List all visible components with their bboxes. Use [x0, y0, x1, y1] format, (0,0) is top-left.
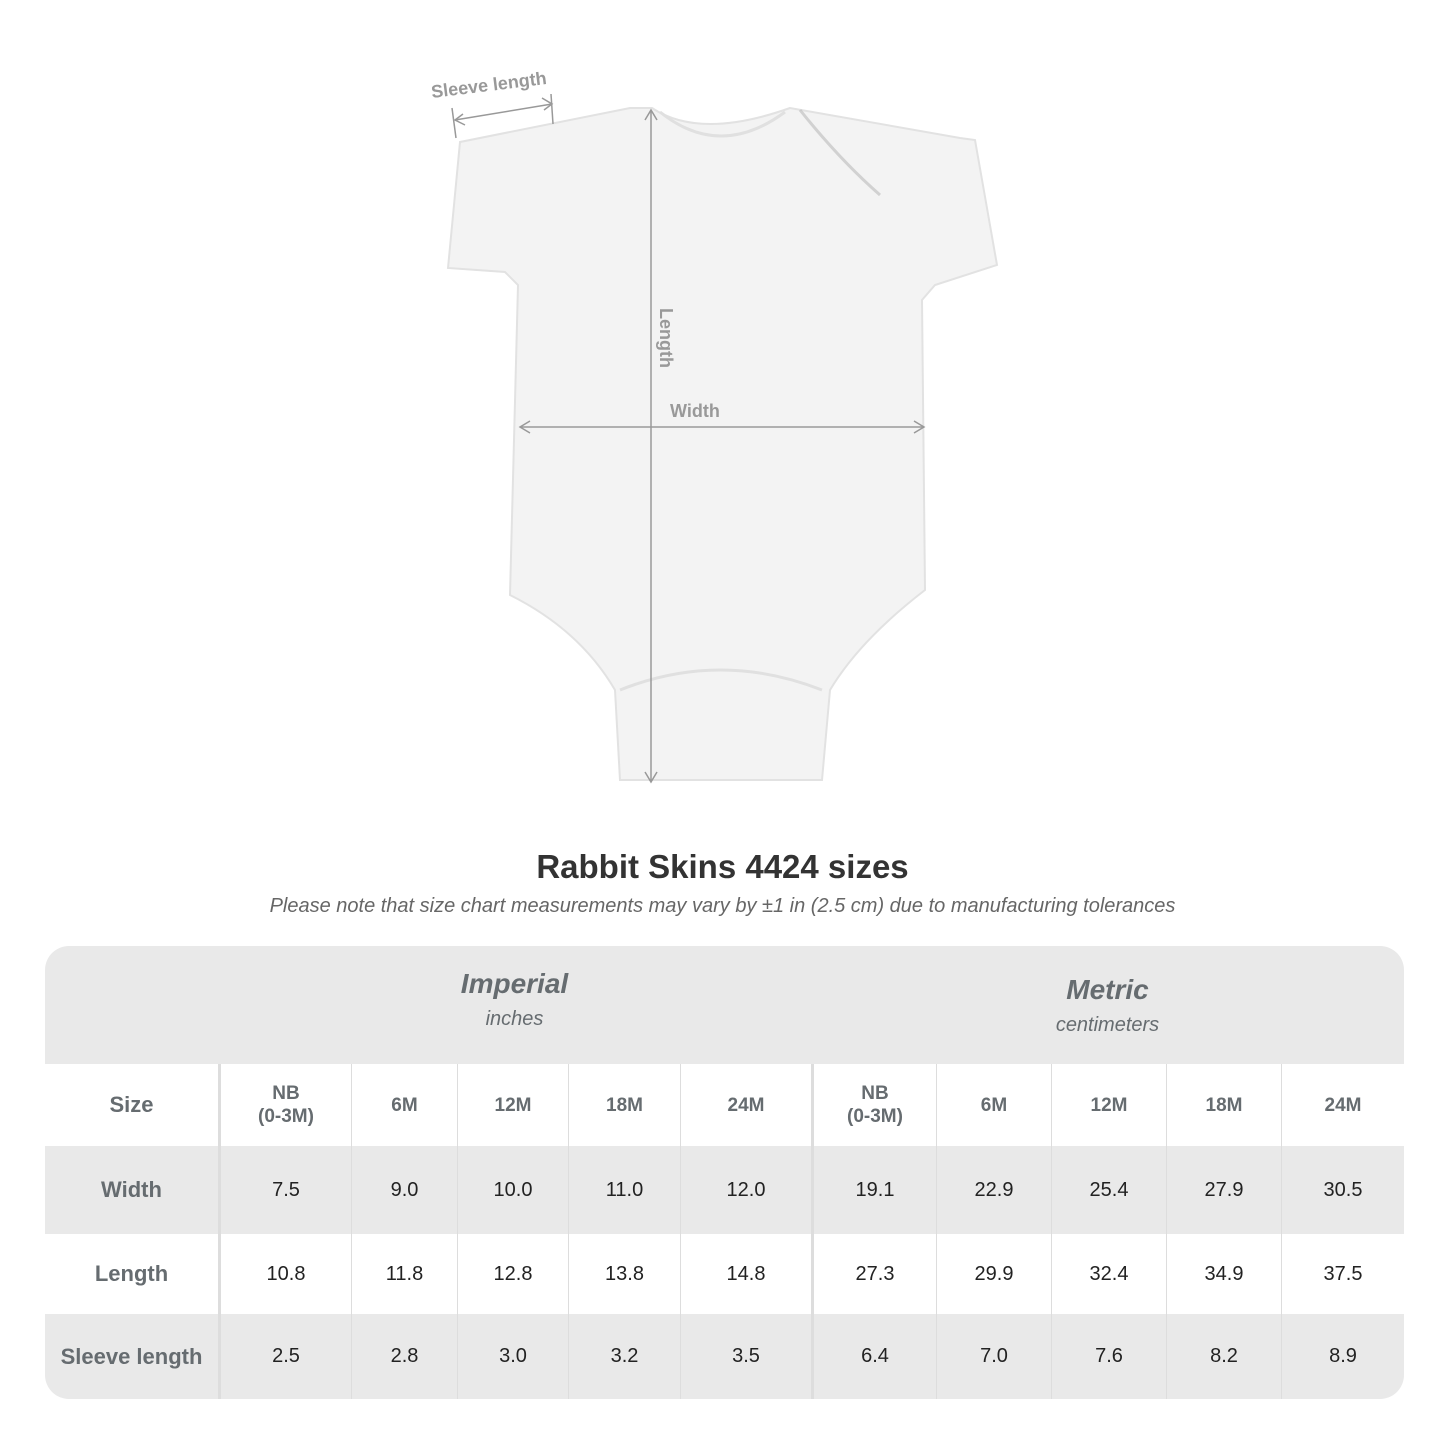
imperial-value-cell: 2.5	[218, 1314, 351, 1399]
imperial-value-cell: 3.5	[680, 1314, 811, 1399]
metric-header: Metric centimeters	[811, 974, 1404, 1037]
row-label: Width	[101, 1177, 162, 1202]
imperial-value-cell: 11.0	[568, 1146, 680, 1234]
metric-value-cell: 27.9	[1166, 1146, 1281, 1234]
size-header-cell: 18M	[568, 1064, 680, 1146]
size-header-cell: 24M	[1281, 1064, 1404, 1146]
size-header-cell: NB (0-3M)	[811, 1064, 936, 1146]
imperial-value-cell: 7.5	[218, 1146, 351, 1234]
metric-value-cell: 27.3	[811, 1234, 936, 1314]
width-label: Width	[670, 401, 720, 421]
metric-value-cell: 30.5	[1281, 1146, 1404, 1234]
bodysuit-diagram: Sleeve length Length Width	[430, 68, 999, 784]
unit-header-band: Imperial inches Metric centimeters	[45, 946, 1404, 1064]
table-row: Width 7.5 9.0 10.0 11.0 12.0 19.1 22.9 25.4 27.9 3…	[45, 1146, 1404, 1234]
imperial-value-cell: 12.0	[680, 1146, 811, 1234]
table-row: Length 10.8 11.8 12.8 13.8 14.8 27.3 29.9 32.4 34…	[45, 1234, 1404, 1314]
length-label: Length	[656, 308, 676, 368]
size-header-row: Size NB (0-3M) 6M 12M 18M 24M NB (0-3M) 6M 12M 18…	[45, 1064, 1404, 1146]
imperial-value-cell: 10.0	[457, 1146, 568, 1234]
imperial-value-cell: 13.8	[568, 1234, 680, 1314]
metric-value-cell: 8.2	[1166, 1314, 1281, 1399]
metric-value-cell: 22.9	[936, 1146, 1051, 1234]
size-header-cell: 12M	[1051, 1064, 1166, 1146]
size-header-cell: 24M	[680, 1064, 811, 1146]
size-header-cell: 12M	[457, 1064, 568, 1146]
size-header-cell: NB (0-3M)	[218, 1064, 351, 1146]
size-header-cell: 18M	[1166, 1064, 1281, 1146]
metric-value-cell: 32.4	[1051, 1234, 1166, 1314]
metric-value-cell: 7.6	[1051, 1314, 1166, 1399]
imperial-header: Imperial inches	[218, 968, 811, 1031]
imperial-value-cell: 9.0	[351, 1146, 457, 1234]
size-header-label: Size	[109, 1092, 154, 1117]
sleeve-length-label: Sleeve length	[430, 68, 548, 102]
size-header-cell: 6M	[351, 1064, 457, 1146]
imperial-value-cell: 12.8	[457, 1234, 568, 1314]
metric-value-cell: 8.9	[1281, 1314, 1404, 1399]
size-table: Imperial inches Metric centimeters Size N…	[45, 946, 1404, 1399]
bodysuit-image	[446, 106, 999, 781]
row-label: Length	[94, 1261, 169, 1286]
imperial-value-cell: 3.2	[568, 1314, 680, 1399]
table-row: Sleeve length 2.5 2.8 3.0 3.2 3.5 6.4 7.0 7.6 8.2…	[45, 1314, 1404, 1399]
row-label: Sleeve length	[60, 1343, 203, 1369]
metric-value-cell: 34.9	[1166, 1234, 1281, 1314]
metric-value-cell: 19.1	[811, 1146, 936, 1234]
imperial-value-cell: 10.8	[218, 1234, 351, 1314]
imperial-unit: inches	[485, 1008, 544, 1030]
imperial-value-cell: 14.8	[680, 1234, 811, 1314]
chart-title: Rabbit Skins 4424 sizes	[536, 848, 909, 885]
imperial-value-cell: 3.0	[457, 1314, 568, 1399]
imperial-title: Imperial	[460, 968, 569, 999]
metric-value-cell: 6.4	[811, 1314, 936, 1399]
imperial-value-cell: 2.8	[351, 1314, 457, 1399]
metric-value-cell: 7.0	[936, 1314, 1051, 1399]
imperial-value-cell: 11.8	[351, 1234, 457, 1314]
size-header-cell: 6M	[936, 1064, 1051, 1146]
metric-title: Metric	[1066, 974, 1149, 1005]
tolerance-note: Please note that size chart measurements…	[269, 895, 1176, 917]
metric-value-cell: 25.4	[1051, 1146, 1166, 1234]
metric-value-cell: 37.5	[1281, 1234, 1404, 1314]
metric-value-cell: 29.9	[936, 1234, 1051, 1314]
metric-unit: centimeters	[1055, 1014, 1160, 1036]
